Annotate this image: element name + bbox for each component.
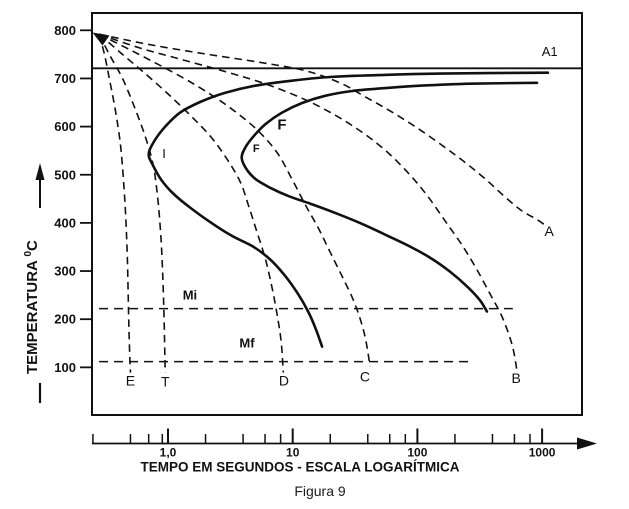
cooling-curve-C (98, 33, 371, 367)
cooling-curve-B (98, 33, 518, 371)
cooling-fan-arrow-icon (92, 32, 110, 46)
figure-caption: Figura 9 (294, 483, 346, 499)
y-axis-title: TEMPERATURA 0C (23, 240, 41, 374)
reference-line-label-Mf: Mf (239, 336, 255, 351)
y-tick-label: 500 (54, 167, 76, 182)
x-tick-label: 10 (286, 446, 300, 460)
x-axis-arrow-icon (577, 437, 597, 450)
y-tick-label: 800 (54, 23, 76, 38)
y-tick-label: 100 (54, 360, 76, 375)
cooling-curve-label-E: E (126, 373, 135, 389)
y-tick-label: 400 (54, 215, 76, 230)
cooling-curve-label-C: C (360, 368, 370, 384)
cooling-curve-label-A: A (545, 223, 555, 239)
y-tick-label: 600 (54, 119, 76, 134)
transformation-curve-I (147, 71, 550, 348)
cooling-curve-label-T: T (161, 374, 170, 390)
cooling-curve-T (98, 33, 166, 373)
y-tick-label: 700 (54, 71, 76, 86)
transformation-curve-label-F: F (277, 116, 286, 133)
cooling-curve-label-B: B (512, 370, 521, 386)
cooling-curve-A (98, 33, 547, 227)
x-tick-label: 100 (407, 446, 427, 460)
y-tick-label: 200 (54, 312, 76, 327)
x-tick-label: 1,0 (160, 446, 177, 460)
transformation-curve-label-F-1: F (253, 143, 260, 155)
y-axis-arrow-icon (35, 163, 45, 180)
cooling-curve-D (98, 33, 285, 373)
x-tick-label: 1000 (529, 446, 556, 460)
cooling-curve-label-D: D (279, 373, 289, 389)
reference-line-label-Mi: Mi (183, 287, 197, 302)
plot-frame (91, 12, 583, 416)
transformation-curve-label-I: I (162, 146, 166, 161)
transformation-curve-F (240, 81, 539, 313)
x-axis-title: TEMPO EM SEGUNDOS - ESCALA LOGARÍTMICA (140, 460, 459, 475)
y-tick-label: 300 (54, 264, 76, 279)
cooling-curve-E (98, 33, 132, 373)
reference-line-label-A1: A1 (542, 44, 558, 59)
